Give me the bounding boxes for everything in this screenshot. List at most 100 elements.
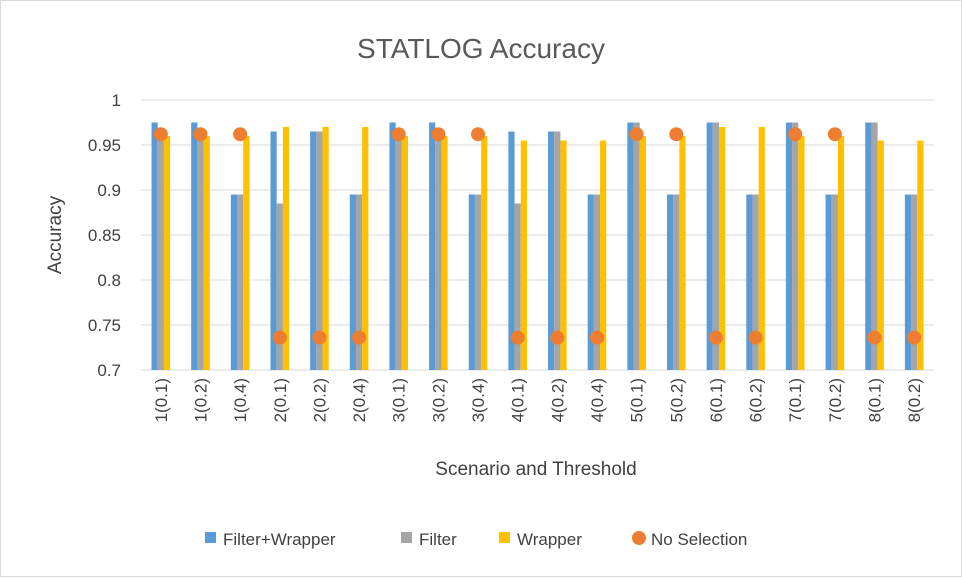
bar-wrapper	[877, 140, 884, 370]
legend: Filter+Wrapper Filter Wrapper No Selection	[205, 530, 747, 549]
bar-filter	[911, 194, 918, 370]
marker-no-selection	[788, 127, 803, 142]
marker-no-selection	[312, 330, 327, 345]
bar-filter-wrapper	[904, 194, 912, 370]
x-tick-label: 4(0.2)	[548, 378, 567, 422]
bar-wrapper	[322, 127, 329, 370]
marker-no-selection	[867, 330, 882, 345]
bar-filter-wrapper	[429, 122, 436, 370]
bar-filter-wrapper	[746, 194, 753, 370]
bar-wrapper	[282, 127, 290, 370]
bar-filter	[871, 122, 878, 370]
x-tick-label: 4(0.4)	[588, 378, 607, 422]
bar-wrapper	[401, 136, 409, 370]
bar-filter-wrapper	[666, 194, 674, 370]
y-tick-labels: 0.7 0.75 0.8 0.85 0.9 0.95 1	[88, 91, 121, 380]
y-tick-label: 0.95	[88, 136, 121, 155]
bar-filter	[395, 131, 402, 370]
legend-label: No Selection	[651, 530, 747, 549]
legend-label: Wrapper	[517, 530, 582, 549]
bar-filter	[752, 194, 759, 370]
gridlines	[141, 99, 934, 371]
bar-wrapper	[362, 127, 369, 370]
legend-swatch	[632, 531, 646, 545]
marker-marks	[153, 127, 922, 345]
bar-filter-wrapper	[270, 131, 277, 370]
y-tick-label: 0.85	[88, 226, 121, 245]
bar-wrapper	[679, 136, 686, 370]
x-axis-title: Scenario and Threshold	[435, 459, 636, 480]
x-tick-label: 8(0.1)	[866, 378, 885, 422]
bar-wrapper	[758, 127, 765, 370]
marker-no-selection	[907, 330, 922, 345]
bar-filter	[237, 194, 244, 370]
x-tick-label: 8(0.2)	[905, 378, 924, 422]
x-tick-label: 4(0.1)	[509, 378, 528, 422]
bar-filter-wrapper	[191, 122, 198, 370]
x-tick-label: 6(0.2)	[747, 378, 766, 422]
legend-swatch	[401, 532, 412, 543]
bar-filter	[633, 122, 640, 370]
x-tick-label: 5(0.2)	[667, 378, 686, 422]
bar-filter	[474, 194, 482, 370]
x-tick-label: 3(0.2)	[429, 378, 448, 422]
x-tick-label: 2(0.4)	[350, 378, 369, 422]
bar-wrapper	[203, 136, 210, 370]
y-tick-label: 0.9	[97, 181, 121, 200]
y-axis-title: Accuracy	[45, 195, 66, 274]
bar-filter	[593, 194, 601, 370]
bar-filter	[792, 122, 799, 370]
bar-marks	[151, 122, 924, 370]
marker-no-selection	[153, 127, 168, 142]
bar-filter-wrapper	[508, 131, 515, 370]
x-tick-label: 7(0.2)	[826, 378, 845, 422]
bar-filter	[157, 131, 164, 370]
marker-no-selection	[510, 330, 525, 345]
x-tick-label: 5(0.1)	[628, 378, 647, 422]
bar-filter	[712, 122, 720, 370]
bar-filter-wrapper	[349, 194, 356, 370]
x-tick-label: 3(0.4)	[469, 378, 488, 422]
marker-no-selection	[352, 330, 367, 345]
bar-filter	[355, 194, 363, 370]
bar-wrapper	[560, 140, 567, 370]
legend-label: Filter	[419, 530, 457, 549]
bar-wrapper	[837, 136, 845, 370]
bar-wrapper	[639, 136, 646, 370]
x-tick-label: 2(0.2)	[310, 378, 329, 422]
bar-wrapper	[243, 136, 250, 370]
y-tick-label: 1	[112, 91, 121, 110]
legend-label: Filter+Wrapper	[223, 530, 336, 549]
marker-no-selection	[431, 127, 446, 142]
y-tick-label: 0.8	[97, 271, 121, 290]
bar-wrapper	[163, 136, 171, 370]
bar-wrapper	[798, 136, 805, 370]
bar-filter-wrapper	[865, 122, 872, 370]
x-tick-labels: 1(0.1) 1(0.2) 1(0.4) 2(0.1) 2(0.2) 2(0.4) 3(0.…	[152, 378, 924, 422]
x-tick-label: 1(0.1)	[152, 378, 171, 422]
bar-filter-wrapper	[548, 131, 555, 370]
bar-filter	[197, 131, 204, 370]
marker-no-selection	[748, 330, 763, 345]
bar-filter-wrapper	[468, 194, 475, 370]
bar-filter	[673, 194, 680, 370]
legend-swatch	[205, 532, 216, 543]
marker-no-selection	[827, 127, 842, 142]
bar-filter-wrapper	[706, 122, 713, 370]
marker-no-selection	[589, 330, 604, 345]
x-tick-label: 1(0.2)	[191, 378, 210, 422]
bar-filter-wrapper	[230, 194, 238, 370]
x-tick-label: 2(0.1)	[271, 378, 290, 422]
bar-wrapper	[719, 127, 726, 370]
marker-no-selection	[669, 127, 684, 142]
marker-no-selection	[629, 127, 644, 142]
marker-no-selection	[708, 330, 723, 345]
bar-filter-wrapper	[785, 122, 793, 370]
bar-filter	[316, 131, 323, 370]
bar-filter	[554, 131, 561, 370]
marker-no-selection	[391, 127, 406, 142]
x-tick-label: 1(0.4)	[231, 378, 250, 422]
x-tick-label: 7(0.1)	[786, 378, 805, 422]
